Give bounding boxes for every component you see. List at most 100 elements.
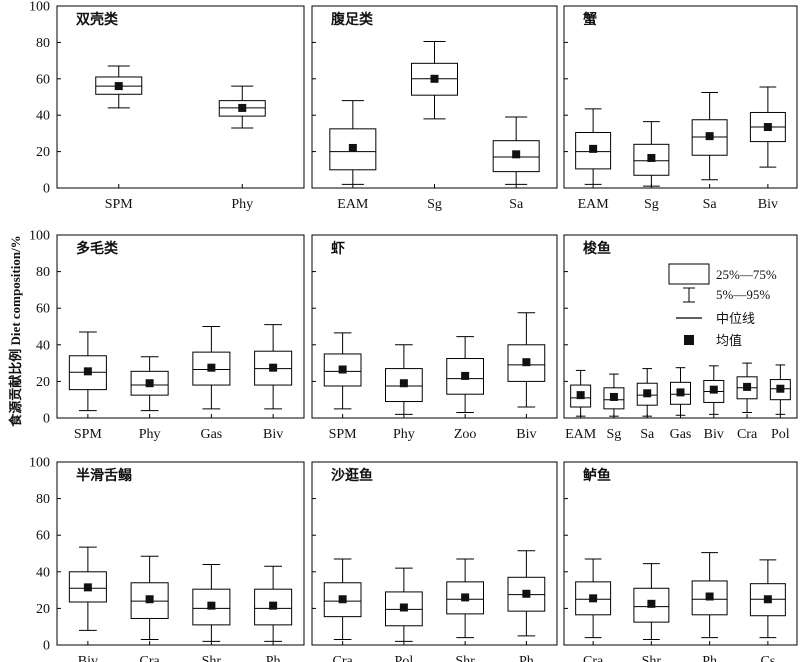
y-tick-label: 80 <box>36 492 50 507</box>
iqr-box <box>633 587 670 623</box>
mean-marker <box>512 150 521 159</box>
x-tick-label: Sa <box>703 197 718 212</box>
x-tick-label: SPM <box>105 197 134 212</box>
x-tick-label: Cra <box>737 427 758 442</box>
mean-marker <box>647 153 656 162</box>
mean-marker <box>576 391 585 400</box>
mean-marker <box>461 371 470 380</box>
x-tick-label: Cs <box>760 654 775 662</box>
x-tick-label: Biv <box>78 654 98 662</box>
mean-marker <box>207 601 216 610</box>
x-tick-label: Phy <box>393 427 415 442</box>
y-tick-label: 0 <box>43 412 50 427</box>
x-tick-label: Cra <box>583 654 604 662</box>
mean-marker <box>522 358 531 367</box>
mean-marker <box>776 384 785 393</box>
y-tick-label: 40 <box>36 338 50 353</box>
y-tick-label: 60 <box>36 302 50 317</box>
y-tick-label: 40 <box>36 565 50 580</box>
legend-median-label: 中位线 <box>716 311 755 326</box>
x-tick-label: SPM <box>74 427 103 442</box>
iqr-box <box>633 143 670 176</box>
panel-title: 半滑舌鳎 <box>76 467 132 484</box>
panel-title: 多毛类 <box>76 240 119 257</box>
y-tick-label: 100 <box>29 0 50 15</box>
y-tick-label: 0 <box>43 182 50 197</box>
mean-marker <box>269 601 278 610</box>
y-tick-label: 60 <box>36 72 50 87</box>
iqr-box <box>323 582 362 618</box>
x-tick-label: Zoo <box>454 427 477 442</box>
legend-mean-symbol <box>684 335 694 345</box>
mean-marker <box>83 583 92 592</box>
x-tick-label: Ph <box>266 654 281 662</box>
x-tick-label: Biv <box>758 197 778 212</box>
panel-title: 沙逛鱼 <box>331 467 373 484</box>
x-tick-label: Ph <box>702 654 717 662</box>
y-tick-label: 60 <box>36 529 50 544</box>
panel-frame <box>311 234 558 419</box>
x-tick-label: Shr <box>455 654 475 662</box>
x-tick-label: Biv <box>704 427 724 442</box>
x-tick-label: Sg <box>607 427 622 442</box>
mean-marker <box>705 592 714 601</box>
mean-marker <box>647 599 656 608</box>
mean-marker <box>705 132 714 141</box>
mean-marker <box>145 595 154 604</box>
mean-marker <box>145 379 154 388</box>
mean-marker <box>399 603 408 612</box>
x-tick-label: Biv <box>516 427 536 442</box>
mean-marker <box>338 595 347 604</box>
mean-marker <box>338 365 347 374</box>
panel-title: 双壳类 <box>76 11 119 28</box>
mean-marker <box>114 82 123 91</box>
mean-marker <box>522 589 531 598</box>
mean-marker <box>430 74 439 83</box>
mean-marker <box>643 389 652 398</box>
mean-marker <box>269 363 278 372</box>
x-tick-label: EAM <box>337 197 369 212</box>
panel-title: 蟹 <box>582 11 597 28</box>
x-tick-label: Sa <box>509 197 524 212</box>
mean-marker <box>609 392 618 401</box>
x-tick-label: Pol <box>395 654 414 662</box>
y-tick-label: 20 <box>36 375 50 390</box>
x-tick-label: Shr <box>202 654 222 662</box>
panel-title: 梭鱼 <box>583 240 611 257</box>
x-tick-label: Gas <box>670 427 692 442</box>
mean-marker <box>676 388 685 397</box>
x-tick-label: SPM <box>329 427 358 442</box>
y-tick-label: 20 <box>36 602 50 617</box>
y-tick-label: 20 <box>36 145 50 160</box>
mean-marker <box>763 595 772 604</box>
mean-marker <box>763 123 772 132</box>
x-tick-label: Cra <box>333 654 354 662</box>
mean-marker <box>83 367 92 376</box>
mean-marker <box>743 382 752 391</box>
y-tick-label: 0 <box>43 639 50 654</box>
panel-frame <box>56 5 305 189</box>
x-tick-label: Ph <box>519 654 534 662</box>
panel-frame <box>311 461 558 646</box>
x-tick-label: EAM <box>578 197 610 212</box>
panel-frame <box>563 5 798 189</box>
mean-marker <box>461 593 470 602</box>
panel-title: 虾 <box>331 240 345 257</box>
mean-marker <box>589 144 598 153</box>
legend-whisker-label: 5%—95% <box>716 287 770 302</box>
y-tick-label: 100 <box>29 456 50 471</box>
x-tick-label: Biv <box>263 427 283 442</box>
y-tick-label: 80 <box>36 265 50 280</box>
x-tick-label: Gas <box>200 427 222 442</box>
panel-frame <box>56 234 305 419</box>
panel-title: 腹足类 <box>331 11 374 28</box>
mean-marker <box>207 363 216 372</box>
legend-box-label: 25%—75% <box>716 267 777 282</box>
x-tick-label: Phy <box>139 427 161 442</box>
y-tick-label: 40 <box>36 109 50 124</box>
mean-marker <box>238 103 247 112</box>
x-tick-label: Shr <box>642 654 662 662</box>
y-tick-label: 80 <box>36 36 50 51</box>
mean-marker <box>399 379 408 388</box>
x-tick-label: EAM <box>565 427 597 442</box>
